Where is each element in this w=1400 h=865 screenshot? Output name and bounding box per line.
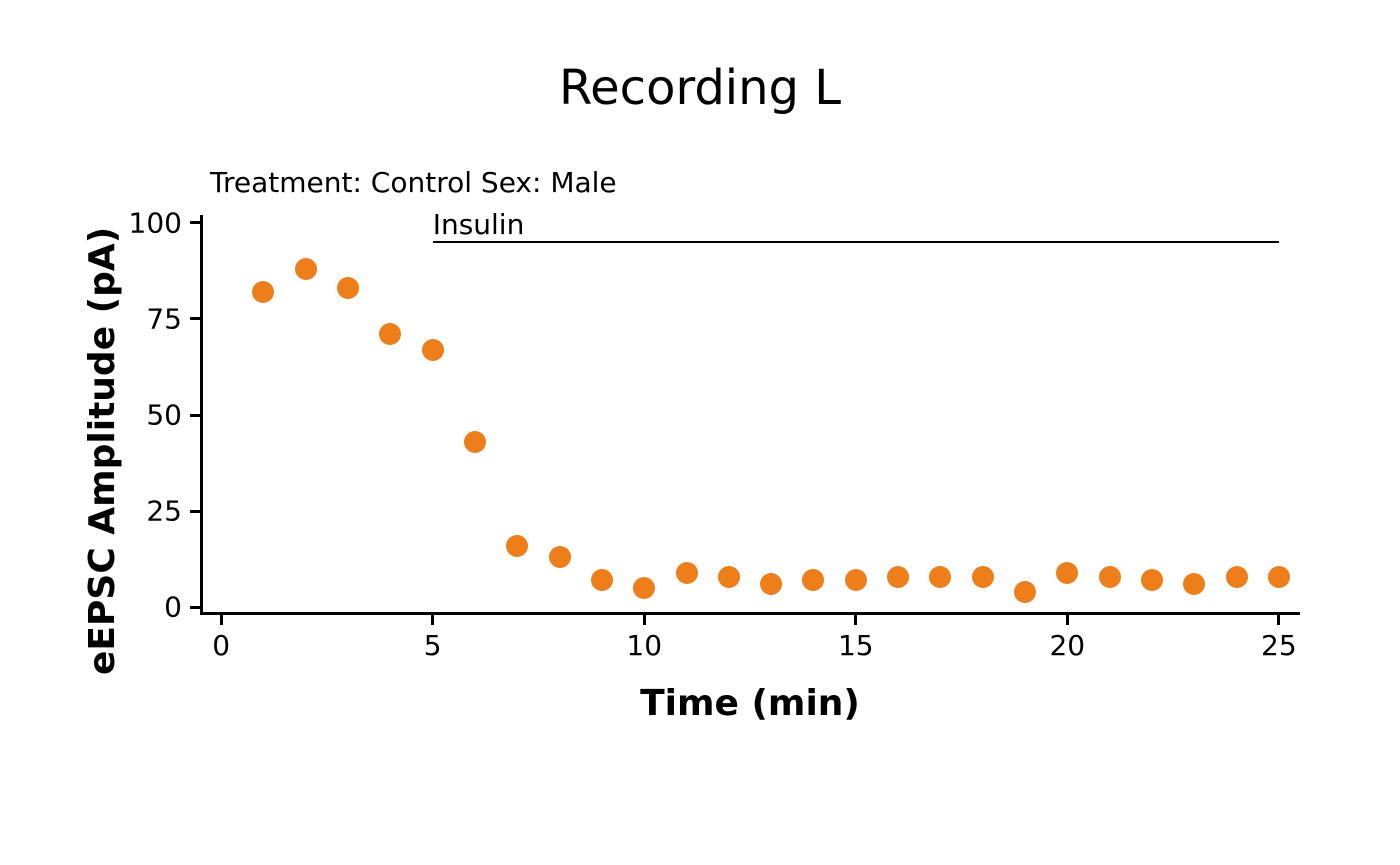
data-point (549, 546, 571, 568)
data-point (1183, 573, 1205, 595)
x-tick (1277, 615, 1280, 625)
data-point (718, 566, 740, 588)
y-tick (190, 317, 200, 320)
y-axis-line (200, 215, 203, 615)
data-point (591, 569, 613, 591)
x-tick-label: 10 (626, 629, 662, 662)
x-axis-label: Time (min) (640, 683, 860, 724)
data-point (676, 562, 698, 584)
x-tick-label: 15 (838, 629, 874, 662)
y-tick-label: 50 (102, 399, 182, 432)
x-tick (220, 615, 223, 625)
x-tick (1066, 615, 1069, 625)
annotation-line (433, 241, 1279, 243)
data-point (1226, 566, 1248, 588)
y-tick (190, 606, 200, 609)
data-point (252, 281, 274, 303)
plot-area: 05101520250255075100Insulin (200, 215, 1300, 615)
data-point (1268, 566, 1290, 588)
data-point (1141, 569, 1163, 591)
data-point (464, 431, 486, 453)
x-tick (643, 615, 646, 625)
data-point (929, 566, 951, 588)
data-point (379, 323, 401, 345)
data-point (1056, 562, 1078, 584)
data-point (422, 339, 444, 361)
data-point (633, 577, 655, 599)
x-tick (854, 615, 857, 625)
x-axis-line (200, 612, 1300, 615)
data-point (1014, 581, 1036, 603)
data-point (760, 573, 782, 595)
chart-title: Recording L (0, 60, 1400, 116)
data-point (295, 258, 317, 280)
data-point (802, 569, 824, 591)
y-tick-label: 25 (102, 495, 182, 528)
y-tick (190, 221, 200, 224)
chart-container: Recording L Treatment: Control Sex: Male… (0, 0, 1400, 865)
data-point (845, 569, 867, 591)
x-tick (431, 615, 434, 625)
x-tick-label: 0 (212, 629, 230, 662)
data-point (506, 535, 528, 557)
y-tick-label: 0 (102, 591, 182, 624)
chart-subtitle: Treatment: Control Sex: Male (210, 166, 617, 199)
data-point (887, 566, 909, 588)
y-tick (190, 414, 200, 417)
y-tick-label: 100 (102, 206, 182, 239)
data-point (972, 566, 994, 588)
x-tick-label: 20 (1049, 629, 1085, 662)
y-tick (190, 510, 200, 513)
x-tick-label: 5 (424, 629, 442, 662)
data-point (1099, 566, 1121, 588)
annotation-label: Insulin (433, 208, 525, 241)
y-tick-label: 75 (102, 302, 182, 335)
data-point (337, 277, 359, 299)
x-tick-label: 25 (1261, 629, 1297, 662)
